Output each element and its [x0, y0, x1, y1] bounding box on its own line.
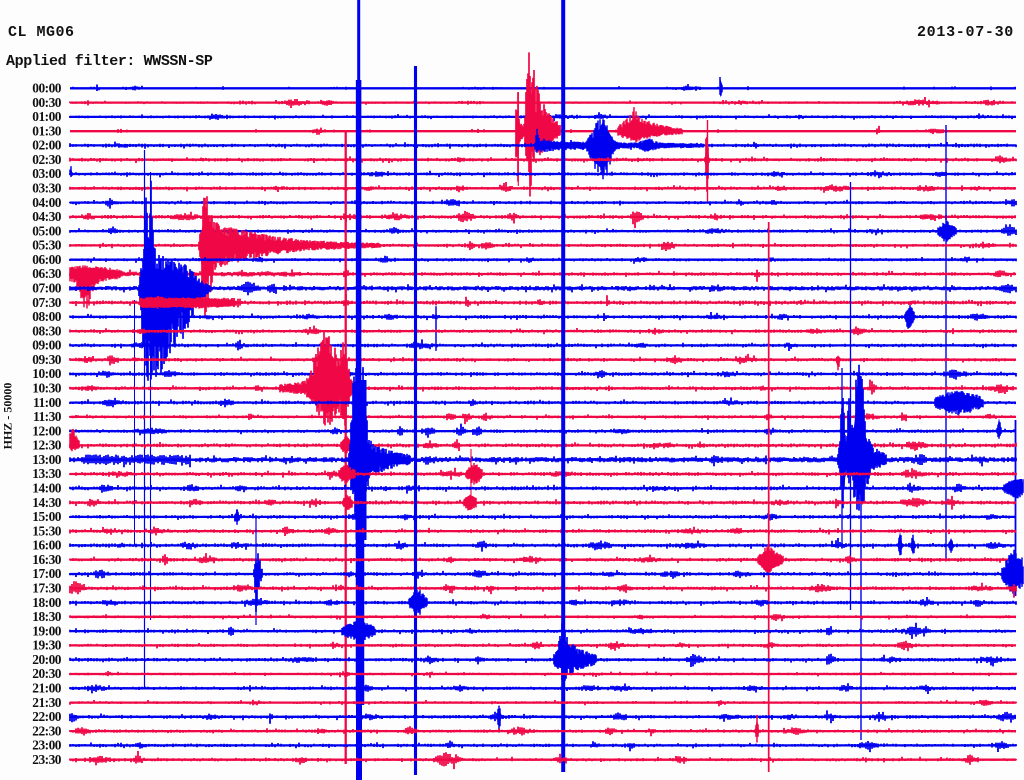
svg-text:14:00: 14:00	[32, 481, 62, 496]
svg-text:19:30: 19:30	[32, 638, 62, 653]
svg-text:16:30: 16:30	[32, 552, 62, 567]
svg-text:23:30: 23:30	[32, 752, 62, 767]
svg-text:16:00: 16:00	[32, 538, 62, 553]
svg-text:21:30: 21:30	[32, 695, 62, 710]
svg-text:06:00: 06:00	[32, 252, 62, 267]
svg-text:02:00: 02:00	[32, 138, 62, 153]
svg-text:10:30: 10:30	[32, 381, 62, 396]
svg-text:03:30: 03:30	[32, 181, 62, 196]
svg-text:22:00: 22:00	[32, 709, 62, 724]
svg-text:01:00: 01:00	[32, 109, 62, 124]
svg-text:15:30: 15:30	[32, 523, 62, 538]
svg-text:22:30: 22:30	[32, 723, 62, 738]
svg-text:21:00: 21:00	[32, 681, 62, 696]
svg-text:08:30: 08:30	[32, 323, 62, 338]
svg-text:06:30: 06:30	[32, 266, 62, 281]
svg-text:11:00: 11:00	[33, 395, 62, 410]
svg-text:05:00: 05:00	[32, 223, 62, 238]
svg-text:HHZ - 50000: HHZ - 50000	[1, 383, 15, 450]
svg-text:12:30: 12:30	[32, 438, 62, 453]
svg-text:09:00: 09:00	[32, 338, 62, 353]
svg-text:20:30: 20:30	[32, 666, 62, 681]
svg-text:17:30: 17:30	[32, 581, 62, 596]
svg-text:13:00: 13:00	[32, 452, 62, 467]
svg-text:15:00: 15:00	[32, 509, 62, 524]
svg-text:11:30: 11:30	[33, 409, 62, 424]
svg-text:02:30: 02:30	[32, 152, 62, 167]
svg-text:CL MG06: CL MG06	[8, 24, 75, 41]
svg-text:14:30: 14:30	[32, 495, 62, 510]
svg-text:07:00: 07:00	[32, 281, 62, 296]
svg-text:18:00: 18:00	[32, 595, 62, 610]
svg-text:Applied filter: WWSSN-SP: Applied filter: WWSSN-SP	[6, 53, 213, 70]
svg-text:10:00: 10:00	[32, 366, 62, 381]
svg-text:23:00: 23:00	[32, 738, 62, 753]
svg-text:01:30: 01:30	[32, 123, 62, 138]
svg-text:05:30: 05:30	[32, 238, 62, 253]
svg-text:07:30: 07:30	[32, 295, 62, 310]
svg-text:00:30: 00:30	[32, 95, 62, 110]
svg-text:18:30: 18:30	[32, 609, 62, 624]
svg-text:20:00: 20:00	[32, 652, 62, 667]
svg-text:08:00: 08:00	[32, 309, 62, 324]
svg-text:04:00: 04:00	[32, 195, 62, 210]
svg-text:13:30: 13:30	[32, 466, 62, 481]
svg-text:03:00: 03:00	[32, 166, 62, 181]
svg-text:04:30: 04:30	[32, 209, 62, 224]
svg-text:12:00: 12:00	[32, 423, 62, 438]
svg-text:19:00: 19:00	[32, 623, 62, 638]
svg-text:00:00: 00:00	[32, 81, 62, 96]
svg-text:17:00: 17:00	[32, 566, 62, 581]
svg-text:09:30: 09:30	[32, 352, 62, 367]
svg-text:2013-07-30: 2013-07-30	[917, 24, 1014, 41]
